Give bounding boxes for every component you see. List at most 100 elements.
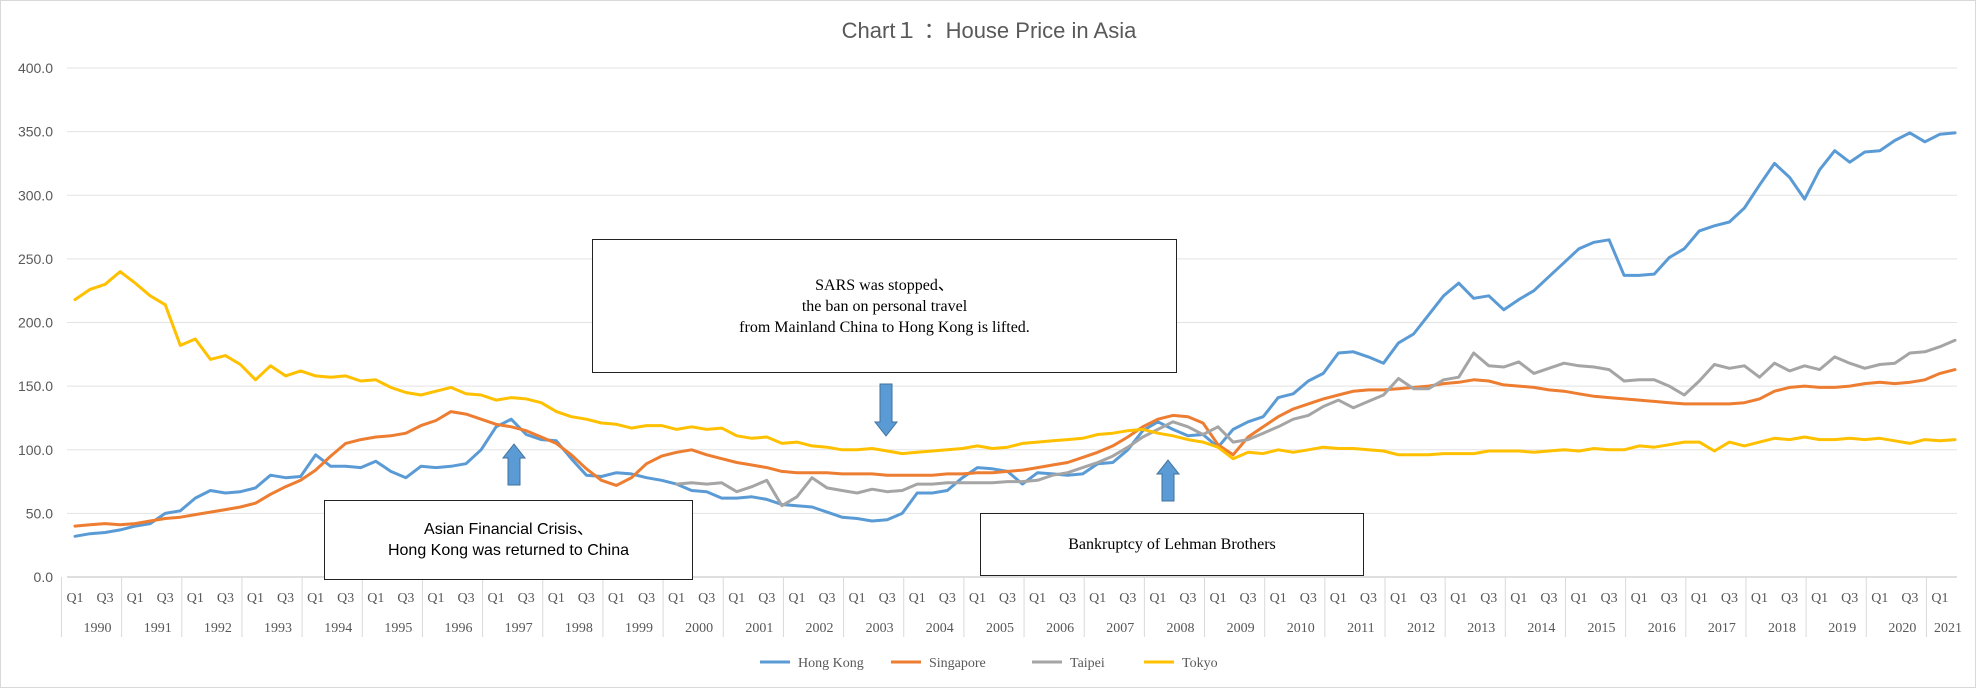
quarter-tick-label: Q1 bbox=[367, 591, 384, 606]
year-tick-label: 1998 bbox=[565, 621, 593, 636]
year-tick-label: 2017 bbox=[1708, 621, 1736, 636]
year-tick-label: 2018 bbox=[1768, 621, 1796, 636]
quarter-tick-label: Q1 bbox=[668, 591, 685, 606]
annotation-line: SARS was stopped、 bbox=[815, 276, 954, 294]
year-tick-label: 1994 bbox=[324, 621, 352, 636]
quarter-tick-label: Q3 bbox=[638, 591, 655, 606]
quarter-tick-label: Q3 bbox=[1360, 591, 1377, 606]
legend-label-taipei: Taipei bbox=[1070, 656, 1105, 671]
quarter-tick-label: Q1 bbox=[788, 591, 805, 606]
annotation-sars-lifted: SARS was stopped、 the ban on personal tr… bbox=[592, 239, 1177, 373]
quarter-tick-label: Q1 bbox=[608, 591, 625, 606]
quarter-tick-label: Q1 bbox=[1149, 591, 1166, 606]
quarter-tick-label: Q3 bbox=[758, 591, 775, 606]
year-tick-label: 2002 bbox=[805, 621, 833, 636]
annotation-line: Bankruptcy of Lehman Brothers bbox=[1068, 536, 1276, 553]
y-tick-label: 50.0 bbox=[26, 505, 53, 521]
quarter-tick-label: Q1 bbox=[1691, 591, 1708, 606]
legend-label-hong-kong: Hong Kong bbox=[798, 656, 864, 671]
quarter-tick-label: Q3 bbox=[1601, 591, 1618, 606]
quarter-tick-label: Q3 bbox=[1480, 591, 1497, 606]
quarter-tick-label: Q1 bbox=[849, 591, 866, 606]
quarter-tick-label: Q3 bbox=[578, 591, 595, 606]
quarter-tick-label: Q3 bbox=[1059, 591, 1076, 606]
quarter-tick-label: Q3 bbox=[939, 591, 956, 606]
y-tick-label: 0.0 bbox=[34, 569, 54, 585]
year-tick-label: 1997 bbox=[505, 621, 533, 636]
quarter-tick-label: Q3 bbox=[1119, 591, 1136, 606]
series-line-hong-kong bbox=[73, 131, 1957, 538]
annotation-line: the ban on personal travel bbox=[801, 297, 968, 315]
quarter-tick-label: Q3 bbox=[1420, 591, 1437, 606]
year-tick-label: 2012 bbox=[1407, 621, 1435, 636]
series-line-taipei bbox=[675, 338, 1957, 508]
year-tick-label: 2000 bbox=[685, 621, 713, 636]
quarter-tick-label: Q1 bbox=[307, 591, 324, 606]
quarter-tick-label: Q1 bbox=[1450, 591, 1467, 606]
quarter-tick-label: Q1 bbox=[127, 591, 144, 606]
year-tick-label: 2010 bbox=[1287, 621, 1315, 636]
quarter-tick-label: Q1 bbox=[1330, 591, 1347, 606]
year-tick-label: 1993 bbox=[264, 621, 292, 636]
quarter-tick-label: Q3 bbox=[1300, 591, 1317, 606]
quarter-tick-label: Q3 bbox=[1540, 591, 1557, 606]
quarter-tick-label: Q3 bbox=[1901, 591, 1918, 606]
annotation-lehman-bankruptcy: Bankruptcy of Lehman Brothers bbox=[980, 513, 1364, 576]
x-axis: Q1 Q3 Q1 Q3 Q1 Q3 Q1 Q3 Q1 Q3 Q1 Q3 Q1 Q3 Q1 Q3 Q1 Q3 Q1 Q3… bbox=[60, 577, 1962, 637]
quarter-tick-label: Q1 bbox=[427, 591, 444, 606]
year-tick-label: 1999 bbox=[625, 621, 653, 636]
year-tick-label: 2008 bbox=[1166, 621, 1194, 636]
arrow-sars bbox=[873, 383, 899, 437]
year-tick-label: 2013 bbox=[1467, 621, 1495, 636]
quarter-tick-label: Q1 bbox=[1751, 591, 1768, 606]
quarter-tick-label: Q3 bbox=[1179, 591, 1196, 606]
year-tick-label: 2014 bbox=[1527, 621, 1555, 636]
quarter-tick-label: Q3 bbox=[1661, 591, 1678, 606]
quarter-tick-label: Q1 bbox=[247, 591, 264, 606]
quarter-tick-label: Q1 bbox=[1811, 591, 1828, 606]
legend-label-tokyo: Tokyo bbox=[1182, 656, 1218, 671]
quarter-tick-label: Q3 bbox=[818, 591, 835, 606]
quarter-tick-label: Q1 bbox=[1510, 591, 1527, 606]
y-tick-label: 400.0 bbox=[18, 60, 53, 76]
quarter-tick-label: Q1 bbox=[1871, 591, 1888, 606]
quarter-tick-label: Q1 bbox=[969, 591, 986, 606]
quarter-tick-label: Q3 bbox=[157, 591, 174, 606]
quarter-tick-label: Q3 bbox=[217, 591, 234, 606]
quarter-tick-label: Q1 bbox=[488, 591, 505, 606]
y-tick-label: 200.0 bbox=[18, 315, 53, 331]
quarter-tick-label: Q1 bbox=[1570, 591, 1587, 606]
year-tick-label: 2007 bbox=[1106, 621, 1134, 636]
series-line-singapore bbox=[73, 368, 1957, 528]
annotation-asian-financial-crisis: Asian Financial Crisis、 Hong Kong was re… bbox=[324, 500, 693, 580]
quarter-tick-label: Q3 bbox=[1721, 591, 1738, 606]
quarter-tick-label: Q1 bbox=[187, 591, 204, 606]
year-tick-label: 1995 bbox=[384, 621, 412, 636]
quarter-tick-label: Q3 bbox=[337, 591, 354, 606]
quarter-tick-label: Q1 bbox=[1631, 591, 1648, 606]
quarter-tick-label: Q3 bbox=[1240, 591, 1257, 606]
legend-label-singapore: Singapore bbox=[929, 656, 986, 671]
arrow-lehman bbox=[1155, 459, 1181, 502]
arrow-asian-crisis bbox=[501, 443, 527, 486]
quarter-tick-label: Q1 bbox=[728, 591, 745, 606]
year-tick-label: 2005 bbox=[986, 621, 1014, 636]
y-tick-label: 350.0 bbox=[18, 124, 53, 140]
quarter-tick-label: Q1 bbox=[1931, 591, 1948, 606]
quarter-tick-label: Q3 bbox=[97, 591, 114, 606]
annotation-line: Asian Financial Crisis、 bbox=[424, 521, 593, 538]
annotation-line: Hong Kong was returned to China bbox=[387, 542, 630, 559]
quarter-tick-label: Q3 bbox=[1841, 591, 1858, 606]
quarter-tick-label: Q3 bbox=[397, 591, 414, 606]
year-tick-label: 2003 bbox=[866, 621, 894, 636]
quarter-tick-label: Q1 bbox=[1390, 591, 1407, 606]
y-tick-label: 300.0 bbox=[18, 187, 53, 203]
quarter-tick-label: Q1 bbox=[1029, 591, 1046, 606]
annotation-line: from Mainland China to Hong Kong is lift… bbox=[739, 318, 1030, 336]
year-tick-label: 2004 bbox=[926, 621, 954, 636]
year-tick-label: 2021 bbox=[1934, 621, 1962, 636]
quarter-tick-label: Q3 bbox=[457, 591, 474, 606]
quarter-tick-label: Q3 bbox=[698, 591, 715, 606]
